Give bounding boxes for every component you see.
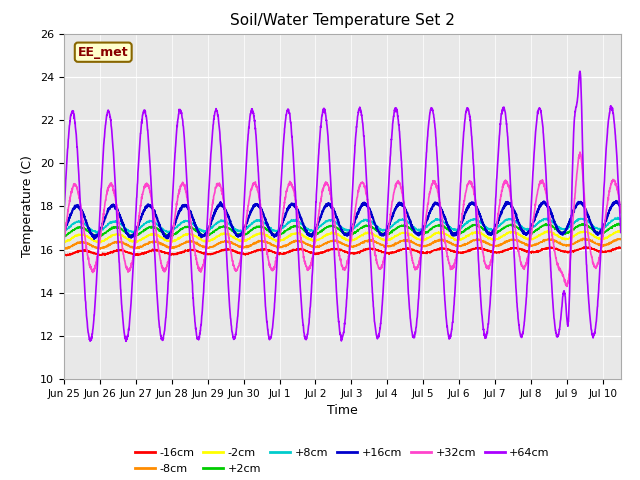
- -2cm: [157, 234, 164, 240]
- +16cm: [546, 207, 554, 213]
- +2cm: [274, 232, 282, 238]
- +16cm: [274, 229, 282, 235]
- -8cm: [617, 237, 625, 242]
- +16cm: [157, 226, 164, 232]
- +2cm: [203, 234, 211, 240]
- +2cm: [60, 233, 68, 239]
- +2cm: [298, 226, 306, 231]
- +8cm: [614, 215, 621, 220]
- +8cm: [60, 228, 68, 234]
- +32cm: [546, 215, 554, 221]
- -2cm: [616, 228, 624, 234]
- -16cm: [157, 248, 164, 254]
- X-axis label: Time: Time: [327, 405, 358, 418]
- +32cm: [563, 284, 571, 289]
- +64cm: [60, 209, 68, 215]
- +32cm: [124, 266, 131, 272]
- -16cm: [580, 244, 588, 250]
- +64cm: [546, 253, 554, 259]
- +32cm: [60, 238, 68, 243]
- +8cm: [93, 230, 100, 236]
- -8cm: [298, 238, 305, 243]
- +64cm: [606, 106, 614, 112]
- +8cm: [124, 227, 132, 232]
- Line: -2cm: -2cm: [64, 231, 621, 243]
- +32cm: [576, 149, 584, 155]
- -2cm: [546, 229, 554, 235]
- Legend: -16cm, -8cm, -2cm, +2cm, +8cm, +16cm, +32cm, +64cm: -16cm, -8cm, -2cm, +2cm, +8cm, +16cm, +3…: [131, 444, 554, 478]
- +64cm: [124, 334, 132, 339]
- Line: +16cm: +16cm: [64, 201, 621, 239]
- -8cm: [124, 243, 131, 249]
- -16cm: [63, 253, 70, 259]
- +2cm: [546, 222, 554, 228]
- +8cm: [298, 221, 306, 227]
- Y-axis label: Temperature (C): Temperature (C): [22, 156, 35, 257]
- +8cm: [606, 219, 614, 225]
- +8cm: [157, 225, 164, 230]
- -2cm: [60, 240, 68, 245]
- -8cm: [60, 246, 68, 252]
- +16cm: [298, 218, 306, 224]
- +64cm: [122, 338, 130, 344]
- +16cm: [124, 230, 132, 236]
- +8cm: [546, 217, 554, 223]
- -16cm: [298, 247, 306, 252]
- -16cm: [617, 245, 625, 251]
- -8cm: [157, 240, 164, 246]
- Line: +32cm: +32cm: [64, 152, 621, 287]
- Line: -16cm: -16cm: [64, 247, 621, 256]
- -2cm: [96, 240, 104, 246]
- +2cm: [617, 222, 625, 228]
- -16cm: [124, 250, 132, 255]
- -16cm: [60, 252, 68, 258]
- +64cm: [617, 229, 625, 235]
- -8cm: [274, 244, 282, 250]
- -8cm: [546, 237, 554, 242]
- +32cm: [617, 210, 625, 216]
- Line: +64cm: +64cm: [64, 71, 621, 341]
- -2cm: [274, 238, 282, 243]
- Line: -8cm: -8cm: [64, 238, 621, 249]
- +2cm: [124, 230, 131, 236]
- +8cm: [274, 228, 282, 233]
- +16cm: [612, 198, 620, 204]
- +16cm: [60, 229, 68, 235]
- -2cm: [617, 228, 625, 234]
- +16cm: [617, 204, 625, 210]
- Text: EE_met: EE_met: [78, 46, 129, 59]
- +8cm: [617, 216, 625, 222]
- +32cm: [606, 185, 614, 191]
- +2cm: [615, 220, 623, 226]
- -16cm: [274, 252, 282, 257]
- Line: +8cm: +8cm: [64, 217, 621, 233]
- +32cm: [157, 258, 164, 264]
- +64cm: [157, 333, 164, 339]
- Line: +2cm: +2cm: [64, 223, 621, 237]
- +2cm: [157, 228, 164, 234]
- -8cm: [582, 235, 589, 241]
- -2cm: [298, 231, 306, 237]
- -16cm: [546, 245, 554, 251]
- -8cm: [606, 240, 614, 246]
- +32cm: [298, 240, 305, 246]
- -2cm: [124, 236, 132, 242]
- Title: Soil/Water Temperature Set 2: Soil/Water Temperature Set 2: [230, 13, 455, 28]
- +16cm: [606, 207, 614, 213]
- +32cm: [274, 250, 282, 255]
- +64cm: [576, 68, 584, 74]
- +64cm: [298, 307, 306, 313]
- +64cm: [274, 248, 282, 253]
- -16cm: [606, 248, 614, 253]
- +16cm: [90, 236, 98, 242]
- -2cm: [606, 232, 614, 238]
- +2cm: [606, 225, 614, 231]
